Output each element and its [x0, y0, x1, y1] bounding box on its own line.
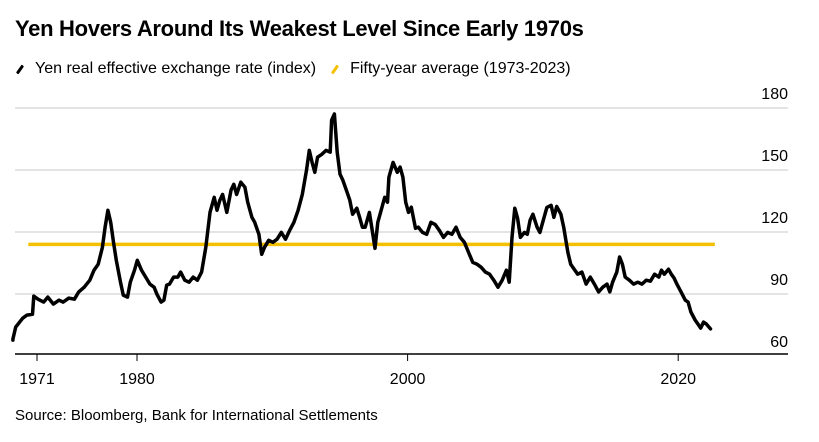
y-tick-label: 120: [761, 210, 788, 227]
legend-item-reer: Yen real effective exchange rate (index): [15, 60, 316, 78]
x-tick-label: 2000: [390, 371, 426, 388]
x-tick-label: 1971: [19, 371, 55, 388]
legend-item-average: Fifty-year average (1973-2023): [330, 60, 571, 78]
y-tick-label: 90: [770, 272, 788, 289]
y-tick-label: 180: [761, 86, 788, 103]
x-tick-label: 1980: [119, 371, 155, 388]
y-tick-label: 60: [770, 334, 788, 351]
y-tick-label: 150: [761, 148, 788, 165]
x-tick-label: 2020: [660, 371, 696, 388]
source-note: Source: Bloomberg, Bank for Internationa…: [15, 407, 378, 424]
legend-label-average: Fifty-year average (1973-2023): [350, 60, 571, 77]
chart-title: Yen Hovers Around Its Weakest Level Sinc…: [15, 16, 584, 41]
legend: Yen real effective exchange rate (index)…: [15, 60, 585, 78]
legend-label-reer: Yen real effective exchange rate (index): [35, 60, 317, 77]
yen-reer-line: [11, 112, 713, 342]
